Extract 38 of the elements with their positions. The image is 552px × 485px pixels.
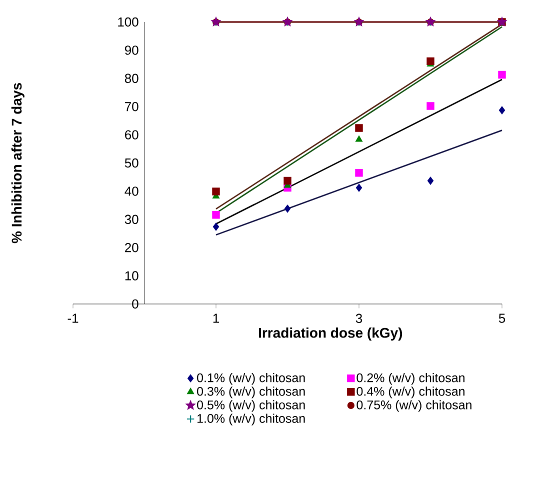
legend-label: 0.4% (w/v) chitosan: [356, 386, 464, 398]
point: [212, 222, 220, 231]
legend-label: 0.3% (w/v) chitosan: [197, 386, 305, 398]
point: [356, 184, 362, 192]
y-tick-label: 20: [125, 242, 138, 252]
x-tick-label: -1: [68, 314, 78, 323]
point: [426, 57, 434, 66]
y-tick-label: 100: [118, 17, 138, 27]
point: [498, 70, 506, 79]
legend-label: 0.1% (w/v) chitosan: [197, 373, 305, 385]
x-tick-label: 1: [213, 314, 219, 323]
y-tick-label: 80: [124, 74, 138, 83]
legend-label: 0.75% (w/v) chitosan: [356, 400, 472, 412]
point: [284, 176, 292, 185]
y-tick-label: 90: [124, 46, 138, 55]
x-tick-label: 5: [498, 314, 506, 323]
point: [355, 169, 363, 177]
y-tick-label: 40: [124, 186, 138, 196]
point: [284, 204, 291, 213]
point: [427, 176, 434, 185]
x-axis-title: Irradiation dose (kGy): [258, 328, 402, 341]
y-axis-title: % Inhibition after 7 days: [11, 83, 24, 244]
y-tick-label: 10: [125, 271, 138, 280]
point: [212, 211, 220, 219]
legend-label: 1.0% (w/v) chitosan: [198, 414, 305, 426]
x-tick-label: 3: [356, 314, 362, 323]
y-tick-label: 30: [124, 214, 138, 224]
y-tick-label: 60: [125, 130, 138, 140]
y-tick-label: 0: [132, 299, 138, 309]
legend-label: 0.5% (w/v) chitosan: [197, 400, 305, 412]
y-tick-label: 50: [124, 158, 138, 168]
y-tick-label: 70: [125, 102, 138, 112]
point: [356, 136, 362, 142]
point: [355, 124, 363, 132]
point: [212, 188, 220, 196]
point: [426, 102, 434, 110]
point: [498, 106, 506, 114]
legend-label: 0.2% (w/v) chitosan: [356, 373, 464, 385]
